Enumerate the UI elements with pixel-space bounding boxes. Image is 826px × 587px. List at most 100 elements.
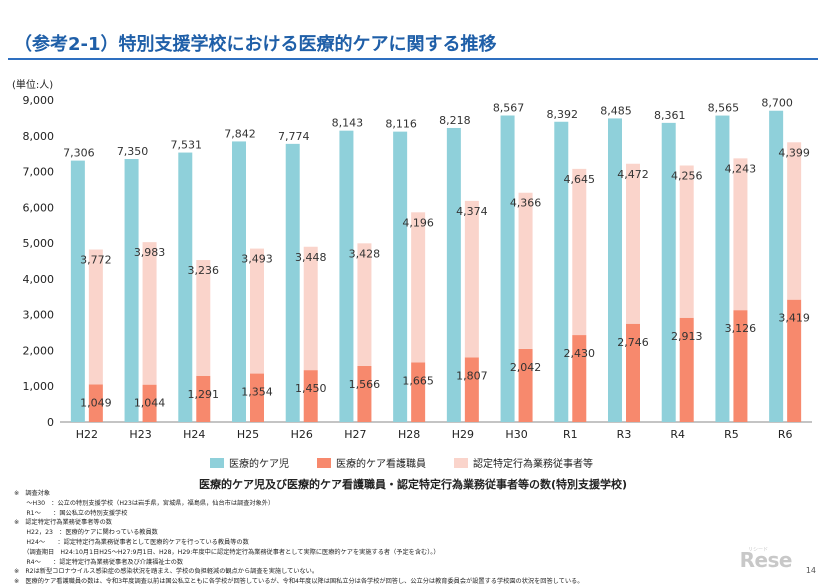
legend-item-child: 医療的ケア児 (210, 455, 289, 470)
bar-nurse (357, 365, 372, 422)
title-underline (8, 58, 818, 60)
page-title: （参考2-1）特別支援学校における医療的ケアに関する推移 (14, 34, 497, 55)
data-label-nurse: 1,665 (402, 374, 434, 387)
bar-staff (679, 165, 694, 318)
data-label-child: 8,361 (654, 109, 686, 122)
x-tick-label: R3 (617, 428, 632, 441)
data-label-staff: 4,256 (671, 170, 703, 183)
bar-nurse (411, 362, 426, 422)
footnote-line: R4～ ：認定特定行為業務従事者及び介護福祉士の数 (14, 558, 184, 566)
data-label-child: 8,485 (600, 104, 632, 117)
footnote-line: R1～ ：国公私立の特別支援学校 (14, 509, 128, 517)
bar-nurse (303, 370, 318, 422)
footnote-line: H24～ ：認定特定行為業務従事者として医療的ケアを行っている教員等の数 (14, 538, 249, 546)
footnote-line: ※ R2は新型コロナウイルス感染症の感染状況を踏まえ、学校の負担軽減の観点から調… (14, 568, 319, 576)
bar-staff (142, 242, 157, 385)
bar-nurse (196, 375, 211, 422)
bar-child (232, 141, 246, 422)
x-tick-label: H26 (291, 428, 313, 441)
bar-staff (626, 163, 640, 324)
data-label-staff: 3,983 (134, 246, 166, 259)
data-label-nurse: 1,049 (80, 396, 112, 409)
data-label-staff: 3,236 (188, 264, 220, 277)
data-label-nurse: 1,291 (188, 388, 220, 401)
bar-nurse (464, 357, 479, 422)
x-tick-label: R6 (778, 428, 793, 441)
x-tick-label: H25 (237, 428, 259, 441)
data-label-nurse: 1,354 (241, 386, 273, 399)
data-label-staff: 4,645 (564, 173, 596, 186)
data-label-nurse: 1,044 (134, 397, 166, 410)
bar-staff (303, 246, 318, 371)
data-label-nurse: 3,126 (725, 322, 757, 335)
data-label-child: 8,565 (708, 102, 740, 115)
legend-item-staff: 認定特定行為業務従事者等 (454, 455, 593, 470)
data-label-child: 7,531 (171, 139, 203, 152)
bar-child (500, 115, 515, 423)
data-label-staff: 3,772 (80, 254, 112, 267)
bar-child (715, 115, 730, 423)
bar-child (608, 118, 622, 423)
bar-staff (787, 142, 802, 300)
bar-staff (411, 212, 426, 363)
y-tick-label: 4,000 (23, 273, 55, 286)
bar-staff (88, 249, 103, 385)
bar-nurse (787, 299, 802, 422)
bar-nurse (88, 384, 103, 422)
footnote-line: ～H30 ：公立の特別支援学校（H23は岩手県，宮城県，福島県，仙台市は調査対象… (14, 499, 275, 507)
bar-nurse (733, 310, 748, 422)
data-label-child: 8,116 (385, 118, 417, 131)
y-axis-unit-label: (単位:人) (12, 78, 53, 91)
data-label-child: 8,392 (547, 108, 579, 121)
data-label-staff: 4,243 (725, 162, 757, 175)
bar-staff (733, 158, 748, 311)
y-tick-label: 0 (47, 416, 54, 429)
data-label-child: 7,842 (224, 127, 256, 140)
data-label-nurse: 2,913 (671, 330, 703, 343)
footnotes: ※ 調査対象 ～H30 ：公立の特別支援学校（H23は岩手県，宮城県，福島県，仙… (14, 489, 583, 587)
bar-child (446, 127, 461, 423)
watermark-logo: Rese (739, 548, 793, 572)
legend-item-nurse: 医療的ケア看護職員 (317, 455, 426, 470)
bar-nurse (142, 384, 157, 422)
x-tick-label: R1 (563, 428, 578, 441)
data-label-nurse: 1,450 (295, 382, 327, 395)
bar-staff (250, 248, 264, 374)
data-label-staff: 4,366 (510, 197, 542, 210)
bar-child (178, 152, 193, 422)
bar-child (285, 143, 300, 422)
data-label-staff: 4,399 (778, 146, 810, 159)
legend-label-nurse: 医療的ケア看護職員 (336, 459, 426, 470)
legend-label-child: 医療的ケア児 (229, 459, 289, 470)
bar-nurse (679, 317, 694, 422)
bar-staff (196, 260, 211, 376)
data-label-staff: 3,428 (349, 247, 381, 260)
data-label-staff: 4,374 (456, 205, 488, 218)
data-label-child: 7,306 (63, 147, 95, 160)
x-tick-label: H28 (398, 428, 420, 441)
bar-child (661, 122, 676, 422)
chart-subtitle: 医療的ケア児及び医療的ケア看護職員・認定特定行為業務従事者等の数(特別支援学校) (198, 478, 628, 491)
x-tick-label: H23 (129, 428, 151, 441)
data-label-staff: 3,493 (241, 253, 273, 266)
bar-child (769, 110, 784, 422)
x-tick-label: R4 (670, 428, 685, 441)
legend-swatch-staff (454, 457, 468, 468)
y-tick-label: 1,000 (23, 380, 55, 393)
data-label-child: 8,218 (439, 114, 471, 127)
y-tick-label: 7,000 (23, 166, 55, 179)
y-tick-label: 3,000 (23, 309, 55, 322)
page-number: 14 (805, 566, 816, 575)
y-tick-label: 5,000 (23, 237, 55, 250)
data-label-child: 7,350 (117, 145, 149, 158)
bar-nurse (518, 348, 533, 422)
data-label-nurse: 3,419 (778, 312, 810, 325)
bar-child (124, 159, 139, 422)
x-tick-label: R5 (724, 428, 739, 441)
x-tick-label: H24 (183, 428, 205, 441)
chart-legend: 医療的ケア児 医療的ケア看護職員 認定特定行為業務従事者等 (210, 455, 593, 470)
y-tick-label: 6,000 (23, 201, 55, 214)
data-label-staff: 3,448 (295, 251, 327, 264)
bar-child (554, 121, 569, 423)
bar-staff (357, 243, 372, 366)
